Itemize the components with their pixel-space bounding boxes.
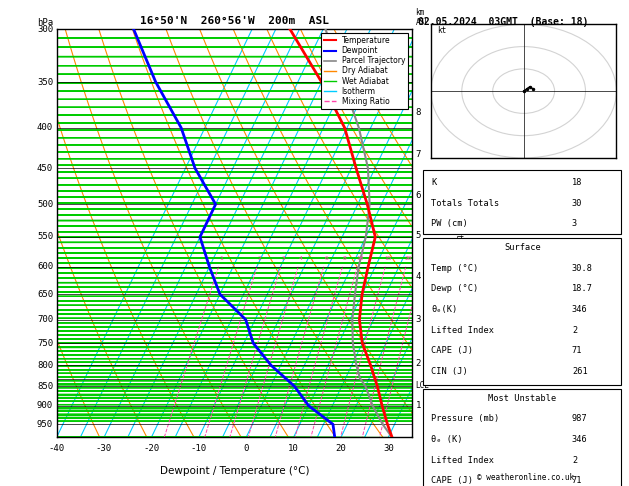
Text: 7: 7 — [416, 150, 421, 158]
Bar — [423, 170, 621, 234]
Text: 350: 350 — [37, 77, 53, 87]
Text: 10: 10 — [356, 256, 364, 260]
Text: CAPE (J): CAPE (J) — [431, 476, 473, 485]
Text: 500: 500 — [37, 200, 53, 209]
Text: LCL: LCL — [416, 381, 430, 390]
Text: 71: 71 — [572, 346, 582, 355]
Text: 346: 346 — [572, 435, 587, 444]
Text: Dewpoint / Temperature (°C): Dewpoint / Temperature (°C) — [160, 466, 309, 476]
Text: 30: 30 — [383, 444, 394, 452]
Text: -30: -30 — [96, 444, 112, 452]
Text: θₑ(K): θₑ(K) — [431, 305, 457, 314]
Text: 2: 2 — [572, 326, 577, 334]
Text: 900: 900 — [37, 401, 53, 410]
Text: 700: 700 — [37, 315, 53, 324]
Text: Pressure (mb): Pressure (mb) — [431, 414, 499, 423]
Bar — [423, 238, 621, 385]
Text: 3: 3 — [281, 256, 285, 260]
Text: 20: 20 — [404, 256, 412, 260]
Title: 16°50'N  260°56'W  200m  ASL: 16°50'N 260°56'W 200m ASL — [140, 16, 329, 26]
Text: CAPE (J): CAPE (J) — [431, 346, 473, 355]
Text: km
ASL: km ASL — [416, 8, 430, 27]
Text: 6: 6 — [416, 191, 421, 200]
Text: 400: 400 — [37, 123, 53, 132]
Text: -40: -40 — [48, 444, 65, 452]
Text: 18: 18 — [572, 178, 582, 187]
Text: 4: 4 — [299, 256, 303, 260]
Text: 346: 346 — [572, 305, 587, 314]
Text: K: K — [431, 178, 437, 187]
Text: Lifted Index: Lifted Index — [431, 326, 494, 334]
Text: 4: 4 — [416, 272, 421, 281]
Text: CIN (J): CIN (J) — [431, 367, 468, 376]
Legend: Temperature, Dewpoint, Parcel Trajectory, Dry Adiabat, Wet Adiabat, Isotherm, Mi: Temperature, Dewpoint, Parcel Trajectory… — [321, 33, 408, 109]
Text: 2: 2 — [258, 256, 262, 260]
Text: Totals Totals: Totals Totals — [431, 199, 499, 208]
Text: 987: 987 — [572, 414, 587, 423]
Text: 750: 750 — [37, 339, 53, 348]
Text: -10: -10 — [191, 444, 207, 452]
Text: Surface: Surface — [504, 243, 541, 252]
Text: 18.7: 18.7 — [572, 284, 593, 293]
Text: 8: 8 — [343, 256, 347, 260]
Text: θₑ (K): θₑ (K) — [431, 435, 463, 444]
Text: 2: 2 — [572, 455, 577, 465]
Text: 261: 261 — [572, 367, 587, 376]
Text: Lifted Index: Lifted Index — [431, 455, 494, 465]
Text: Mixing Ratio (g/kg): Mixing Ratio (g/kg) — [454, 193, 463, 273]
Text: 800: 800 — [37, 361, 53, 370]
Text: Most Unstable: Most Unstable — [488, 394, 557, 402]
Text: 02.05.2024  03GMT  (Base: 18): 02.05.2024 03GMT (Base: 18) — [418, 17, 588, 27]
Text: 2: 2 — [416, 359, 421, 368]
Text: 6: 6 — [325, 256, 328, 260]
Text: 10: 10 — [288, 444, 299, 452]
Text: 20: 20 — [335, 444, 347, 452]
Text: 950: 950 — [37, 420, 53, 429]
Text: Temp (°C): Temp (°C) — [431, 263, 479, 273]
Text: kt: kt — [437, 26, 447, 35]
Text: © weatheronline.co.uk: © weatheronline.co.uk — [477, 473, 574, 482]
Text: 30: 30 — [572, 199, 582, 208]
Text: 450: 450 — [37, 164, 53, 173]
Text: hPa: hPa — [37, 18, 53, 27]
Text: 1: 1 — [220, 256, 223, 260]
Text: PW (cm): PW (cm) — [431, 219, 468, 228]
Text: 850: 850 — [37, 382, 53, 391]
Text: 550: 550 — [37, 232, 53, 242]
Text: 650: 650 — [37, 290, 53, 299]
Text: 71: 71 — [572, 476, 582, 485]
Text: 3: 3 — [416, 315, 421, 324]
Text: 600: 600 — [37, 262, 53, 271]
Text: 5: 5 — [416, 231, 421, 240]
Text: 15: 15 — [384, 256, 391, 260]
Text: Dewp (°C): Dewp (°C) — [431, 284, 479, 293]
Text: 1: 1 — [416, 400, 421, 410]
Text: 8: 8 — [416, 108, 421, 118]
Text: 0: 0 — [243, 444, 249, 452]
Text: 30.8: 30.8 — [572, 263, 593, 273]
Text: 3: 3 — [572, 219, 577, 228]
Text: -20: -20 — [143, 444, 159, 452]
Bar — [423, 389, 621, 486]
Text: 300: 300 — [37, 25, 53, 34]
